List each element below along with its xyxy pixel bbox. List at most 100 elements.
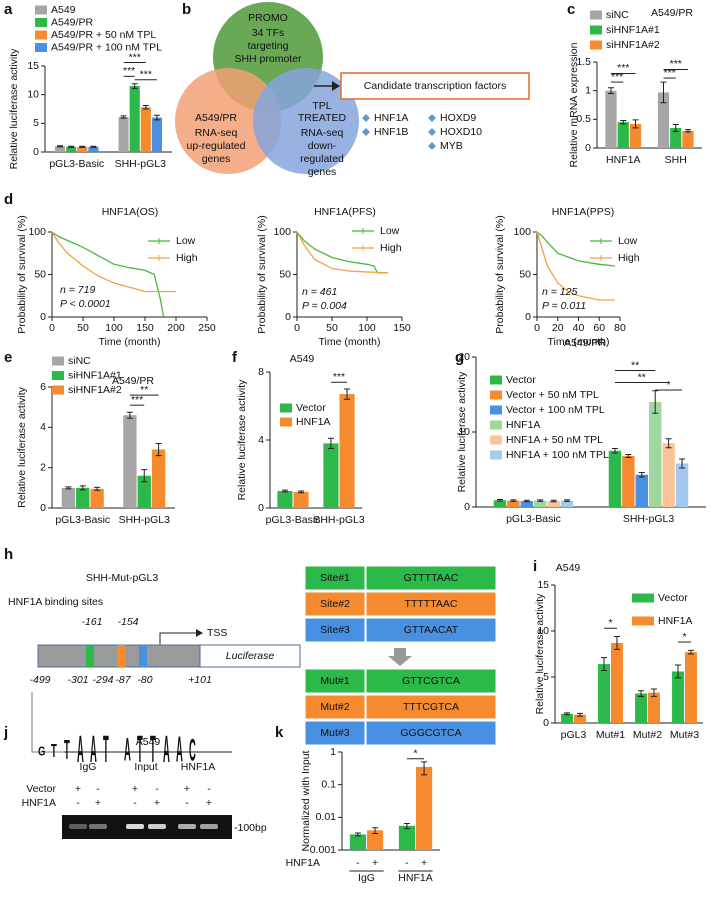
- condition-sign: +: [372, 857, 378, 869]
- position-label: -294: [92, 674, 113, 686]
- error-bar: [131, 83, 138, 89]
- legend-label: HNF1A: [506, 419, 540, 431]
- y-tick-label: 5: [33, 117, 39, 129]
- tss-head: [196, 629, 203, 637]
- y-tick-label: 100: [28, 226, 46, 238]
- panel-label: d: [4, 191, 13, 208]
- bar: [367, 830, 384, 850]
- bar: [675, 463, 689, 507]
- y-tick-label: 0: [258, 502, 264, 514]
- bar: [635, 693, 647, 723]
- bar: [88, 146, 99, 152]
- logo-letter: A: [90, 728, 97, 771]
- panel-label: g: [455, 349, 464, 366]
- error-bar: [403, 822, 410, 830]
- x-tick-label: pGL3: [561, 729, 587, 741]
- chart-title: HNF1A(PPS): [552, 206, 614, 218]
- error-bar: [372, 827, 379, 834]
- error-bar: [652, 390, 659, 414]
- venn-text: RNA-seq: [195, 127, 238, 139]
- chart-title: HNF1A(OS): [102, 206, 159, 218]
- significance-label: ***: [670, 58, 682, 70]
- gel-sign: +: [206, 797, 212, 809]
- y-tick-label: 0: [464, 501, 470, 513]
- y-tick-label: 0.1: [321, 778, 336, 790]
- logo-letter: A: [124, 732, 131, 769]
- significance-label: ***: [333, 371, 345, 383]
- gene-diamond: [362, 114, 370, 122]
- y-tick-label: 1: [585, 84, 591, 96]
- x-tick-label: pGL3-Basic: [266, 514, 321, 526]
- error-bar: [576, 712, 583, 717]
- y-tick-label: 50: [519, 268, 531, 280]
- bar: [657, 92, 670, 148]
- y-axis-label: Probability of survival (%): [494, 215, 506, 333]
- gel-band: [178, 824, 196, 829]
- position-label: -499: [29, 674, 50, 686]
- gene-diamond: [428, 142, 436, 150]
- error-bar: [620, 119, 627, 125]
- condition-sign: +: [421, 857, 427, 869]
- gel-sign: -: [185, 797, 189, 809]
- gel-sign: -: [207, 783, 211, 795]
- x-tick-label: 0: [294, 322, 300, 334]
- survival-curve: [51, 231, 165, 318]
- x-tick-label: 50: [326, 322, 338, 334]
- legend-label: HNF1A: [296, 416, 330, 428]
- error-bar: [57, 145, 64, 148]
- bar: [520, 501, 533, 507]
- error-bar: [685, 129, 691, 133]
- legend-swatch: [280, 403, 292, 413]
- panel-label: c: [567, 1, 575, 18]
- chart-title: A549: [290, 353, 315, 365]
- gel-group: IgG: [80, 761, 97, 773]
- gel-sign: +: [184, 783, 190, 795]
- annotation: n = 719: [60, 284, 95, 296]
- bar: [685, 652, 697, 723]
- bar: [598, 664, 610, 723]
- y-axis-label: Probability of survival (%): [16, 215, 28, 333]
- error-bar: [675, 664, 682, 679]
- table-cell: [365, 694, 497, 720]
- gel-band: [89, 824, 107, 829]
- legend-label: Low: [176, 235, 196, 247]
- table-cell: [304, 668, 366, 694]
- x-tick-label: SHH-pGL3: [623, 513, 675, 525]
- x-axis-label: Time (month): [547, 336, 609, 348]
- table-label: Mut#1: [320, 675, 349, 687]
- error-bar: [523, 499, 530, 503]
- gene-diamond: [362, 128, 370, 136]
- y-tick-label: 0: [543, 717, 549, 729]
- table-cell: [304, 694, 366, 720]
- logo-axis: [31, 692, 198, 753]
- error-bar: [281, 489, 288, 493]
- y-tick-label: 20: [458, 351, 470, 363]
- error-bar: [65, 486, 72, 490]
- error-bar: [68, 145, 75, 148]
- x-tick-label: Mut#1: [596, 729, 625, 741]
- table-sequence: GTTTTAAC: [404, 572, 459, 584]
- error-bar: [120, 115, 127, 119]
- panel-label: h: [4, 546, 13, 563]
- position-label: -87: [115, 674, 131, 686]
- error-bar: [79, 485, 86, 491]
- gel-sign: +: [75, 783, 81, 795]
- table-label: Site#3: [320, 624, 350, 636]
- error-bar: [354, 832, 361, 837]
- legend-swatch: [490, 435, 502, 445]
- venn-text: 34 TFs: [252, 27, 284, 39]
- error-bar: [650, 688, 657, 697]
- gene-name: HOXD9: [440, 112, 476, 124]
- table-sequence: TTTCGTCA: [403, 701, 459, 713]
- venn-title: A549/PR: [195, 112, 237, 124]
- bar: [55, 146, 66, 152]
- panel-label: f: [232, 349, 238, 366]
- x-tick-label: SHH-pGL3: [313, 514, 365, 526]
- condition-label: HNF1A: [286, 857, 320, 869]
- logo-letter: T: [150, 728, 156, 771]
- legend-swatch: [280, 417, 292, 427]
- x-tick-label: 50: [77, 322, 89, 334]
- gene-diamond: [428, 114, 436, 122]
- bar: [672, 671, 684, 723]
- significance-label: ***: [123, 65, 135, 77]
